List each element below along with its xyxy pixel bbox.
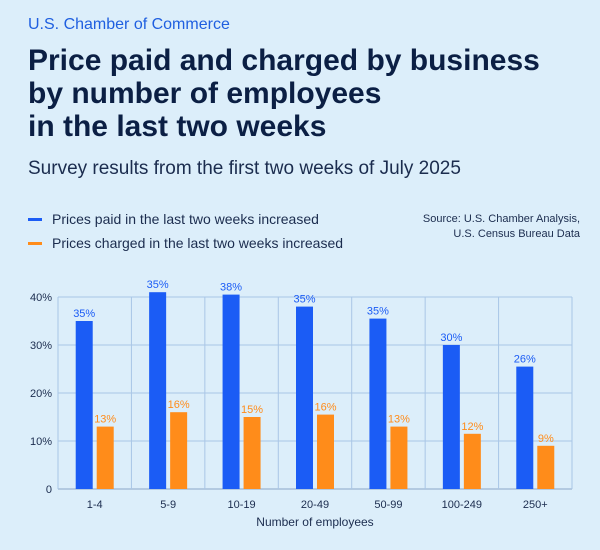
data-label: 35% [293,294,315,306]
y-tick-label: 30% [30,340,52,352]
legend-label-charged: Prices charged in the last two weeks inc… [52,235,344,251]
bar-prices-charged [243,417,261,489]
bar-prices-paid [222,294,240,489]
source-line-1: Source: U.S. Chamber Analysis, [422,213,580,225]
brand-name: U.S. Chamber of Commerce [28,16,230,33]
x-tick-label: 250+ [523,499,548,511]
chart-title: Price paid and charged by business by nu… [28,44,588,143]
data-label: 9% [538,433,554,445]
x-tick-label: 20-49 [301,499,329,511]
y-tick-label: 10% [30,436,52,448]
legend: Prices paid in the last two weeks increa… [28,208,343,256]
title-line-1: Price paid and charged by business [28,44,540,77]
legend-label-paid: Prices paid in the last two weeks increa… [52,211,319,227]
bar-prices-charged [317,414,334,489]
bar-prices-charged [463,433,481,489]
bar-prices-charged [537,445,555,489]
data-label: 26% [514,354,536,366]
x-tick-label: 5-9 [160,499,176,511]
bar-prices-paid [369,318,387,489]
data-label: 13% [388,414,410,426]
chart-subtitle: Survey results from the first two weeks … [28,158,461,179]
legend-swatch-charged [28,241,42,245]
bar-prices-paid [75,321,93,489]
x-axis-title: Number of employees [256,515,373,529]
data-label: 38% [220,282,242,294]
data-label: 13% [94,414,116,426]
y-tick-label: 20% [30,388,52,400]
bar-prices-charged [390,426,408,489]
data-label: 35% [367,306,389,318]
data-label: 16% [314,402,336,414]
legend-swatch-paid [28,217,42,221]
title-line-2: by number of employees [28,77,382,110]
data-label: 12% [461,421,483,433]
bar-prices-paid [516,366,534,489]
bar-prices-paid [442,345,460,489]
bar-prices-charged [170,412,188,489]
y-tick-label: 0 [46,484,52,496]
data-label: 16% [168,399,190,411]
x-tick-label: 1-4 [87,499,103,511]
x-tick-label: 50-99 [374,499,402,511]
x-tick-label: 10-19 [228,499,256,511]
bar-prices-paid [149,292,167,489]
data-label: 35% [147,279,169,291]
title-line-3: in the last two weeks [28,110,327,143]
data-label: 30% [440,332,462,344]
data-label: 15% [241,404,263,416]
legend-item-charged: Prices charged in the last two weeks inc… [28,232,343,254]
x-tick-label: 100-249 [442,499,482,511]
bar-prices-charged [96,426,114,489]
bar-prices-paid [296,306,313,489]
legend-item-paid: Prices paid in the last two weeks increa… [28,208,343,230]
y-tick-label: 40% [30,292,52,304]
source-note: Source: U.S. Chamber Analysis, U.S. Cens… [423,212,580,242]
source-line-2: U.S. Census Bureau Data [453,228,580,240]
data-label: 35% [73,308,95,320]
